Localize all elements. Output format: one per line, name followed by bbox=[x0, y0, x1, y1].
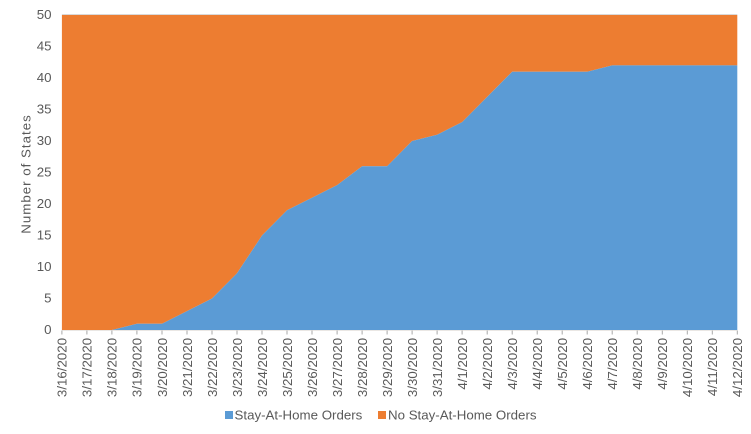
svg-text:4/9/2020: 4/9/2020 bbox=[655, 338, 670, 390]
svg-text:3/21/2020: 3/21/2020 bbox=[180, 338, 195, 397]
svg-text:5: 5 bbox=[44, 291, 51, 306]
svg-text:3/27/2020: 3/27/2020 bbox=[330, 338, 345, 397]
svg-text:4/12/2020: 4/12/2020 bbox=[730, 338, 745, 397]
svg-text:40: 40 bbox=[37, 70, 52, 85]
svg-text:10: 10 bbox=[37, 259, 52, 274]
svg-text:3/18/2020: 3/18/2020 bbox=[105, 338, 120, 397]
svg-text:3/17/2020: 3/17/2020 bbox=[80, 338, 95, 397]
svg-text:3/23/2020: 3/23/2020 bbox=[230, 338, 245, 397]
svg-text:4/5/2020: 4/5/2020 bbox=[555, 338, 570, 390]
svg-text:3/29/2020: 3/29/2020 bbox=[380, 338, 395, 397]
svg-text:20: 20 bbox=[37, 196, 52, 211]
svg-text:3/24/2020: 3/24/2020 bbox=[255, 338, 270, 397]
svg-text:3/25/2020: 3/25/2020 bbox=[280, 338, 295, 397]
svg-text:4/4/2020: 4/4/2020 bbox=[530, 338, 545, 390]
svg-text:4/6/2020: 4/6/2020 bbox=[580, 338, 595, 390]
svg-text:3/28/2020: 3/28/2020 bbox=[355, 338, 370, 397]
svg-text:3/20/2020: 3/20/2020 bbox=[155, 338, 170, 397]
svg-text:4/11/2020: 4/11/2020 bbox=[705, 338, 720, 396]
svg-text:50: 50 bbox=[37, 7, 52, 22]
svg-text:3/19/2020: 3/19/2020 bbox=[130, 338, 145, 397]
svg-text:3/31/2020: 3/31/2020 bbox=[430, 338, 445, 397]
svg-text:30: 30 bbox=[37, 133, 52, 148]
svg-text:3/22/2020: 3/22/2020 bbox=[205, 338, 220, 397]
svg-text:No Stay-At-Home Orders: No Stay-At-Home Orders bbox=[388, 407, 537, 422]
svg-text:3/16/2020: 3/16/2020 bbox=[55, 338, 70, 397]
svg-text:15: 15 bbox=[37, 228, 52, 243]
svg-text:35: 35 bbox=[37, 102, 52, 117]
svg-text:4/7/2020: 4/7/2020 bbox=[605, 338, 620, 390]
svg-text:45: 45 bbox=[37, 39, 52, 54]
svg-text:3/30/2020: 3/30/2020 bbox=[405, 338, 420, 397]
svg-text:4/8/2020: 4/8/2020 bbox=[630, 338, 645, 390]
svg-text:3/26/2020: 3/26/2020 bbox=[305, 338, 320, 397]
svg-text:4/3/2020: 4/3/2020 bbox=[505, 338, 520, 390]
svg-text:Number of States: Number of States bbox=[19, 114, 34, 233]
svg-text:Stay-At-Home Orders: Stay-At-Home Orders bbox=[235, 407, 363, 422]
svg-text:4/2/2020: 4/2/2020 bbox=[480, 338, 495, 390]
svg-text:4/10/2020: 4/10/2020 bbox=[680, 338, 695, 397]
svg-text:4/1/2020: 4/1/2020 bbox=[455, 338, 470, 390]
svg-text:25: 25 bbox=[37, 165, 52, 180]
svg-text:0: 0 bbox=[44, 322, 51, 337]
